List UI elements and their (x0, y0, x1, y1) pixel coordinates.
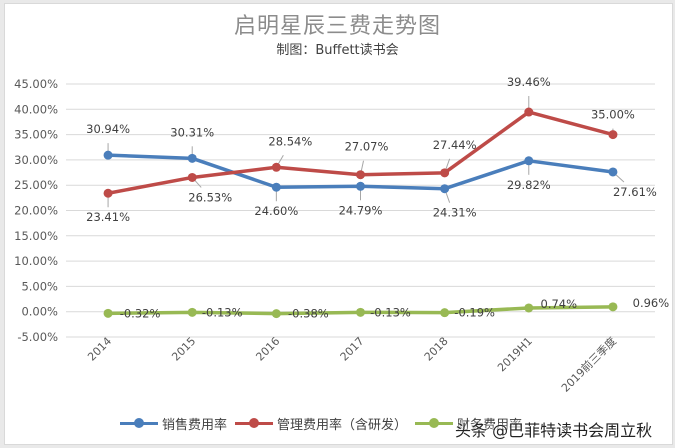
legend-label: 财务费用率 (457, 417, 523, 433)
data-label: 35.00% (591, 108, 635, 122)
data-point (271, 162, 281, 172)
data-label: 30.94% (86, 122, 130, 136)
legend-marker-icon (415, 416, 454, 430)
data-point (524, 303, 534, 313)
data-point (608, 302, 618, 312)
legend-label: 管理费用率（含研发） (277, 417, 408, 433)
data-point (271, 309, 281, 319)
data-point (608, 130, 618, 140)
data-label: -0.38% (288, 307, 329, 321)
x-tick-label: 2016 (253, 335, 282, 364)
data-label: 0.96% (633, 296, 670, 310)
data-label: -0.13% (370, 305, 411, 319)
data-label: 24.31% (433, 206, 477, 220)
data-label: 27.44% (433, 138, 477, 152)
data-point (440, 168, 450, 178)
data-point (440, 184, 450, 194)
x-tick-label: 2019前三季度 (558, 334, 619, 395)
data-point (187, 172, 197, 182)
data-point (103, 150, 113, 160)
data-label: 27.61% (613, 185, 657, 199)
legend-marker-icon (235, 416, 274, 430)
data-point (103, 308, 113, 318)
y-tick-label: 15.00% (14, 229, 58, 243)
chart-frame (4, 3, 673, 445)
data-point (271, 182, 281, 192)
x-tick-label: 2018 (422, 335, 451, 364)
data-point (356, 307, 365, 317)
data-label: 30.31% (170, 125, 214, 139)
chart-legend: 销售费用率 管理费用率（含研发） 财务费用率 (120, 413, 530, 433)
data-point (608, 167, 618, 177)
y-tick-label: 10.00% (14, 254, 58, 268)
x-tick-label: 2019H1 (495, 335, 535, 375)
data-label: 39.46% (507, 75, 551, 89)
y-tick-label: 30.00% (14, 153, 58, 167)
y-tick-label: 40.00% (14, 102, 58, 116)
data-label: 29.82% (507, 178, 551, 192)
data-label: -0.32% (120, 306, 161, 320)
y-tick-label: 35.00% (14, 128, 58, 142)
legend-item-sales: 销售费用率 (120, 414, 227, 433)
data-point (187, 153, 197, 163)
data-label: 28.54% (268, 134, 312, 148)
data-label: 24.60% (254, 204, 298, 218)
data-label: 27.07% (345, 140, 389, 154)
chart-subtitle: 制图：Buffett读书会 (276, 43, 399, 58)
data-label: -0.13% (202, 305, 243, 319)
data-label: 0.74% (541, 297, 578, 311)
legend-item-admin: 管理费用率（含研发） (235, 414, 407, 433)
data-label: -0.19% (454, 306, 495, 320)
data-label: 26.53% (188, 190, 232, 204)
y-tick-label: 20.00% (14, 204, 58, 218)
y-tick-label: 45.00% (14, 77, 58, 91)
watermark: 头条 @巴菲特读书会周立秋 (455, 421, 653, 440)
data-point (103, 188, 113, 198)
y-tick-label: -5.00% (17, 330, 58, 344)
legend-marker-icon (120, 416, 158, 430)
data-point (524, 156, 534, 166)
data-label: 23.41% (86, 210, 130, 224)
legend-item-finance: 财务费用率 (415, 414, 522, 433)
chart-title: 启明星辰三费走势图 (233, 14, 441, 39)
y-tick-label: 0.00% (21, 305, 58, 319)
x-tick-label: 2015 (169, 335, 198, 364)
legend-label: 销售费用率 (162, 417, 228, 433)
data-point (524, 107, 534, 117)
data-point (440, 308, 450, 318)
x-tick-label: 2014 (85, 335, 114, 364)
data-point (356, 170, 365, 180)
data-point (356, 181, 365, 191)
y-tick-label: 5.00% (21, 279, 58, 293)
data-label: 24.79% (339, 203, 383, 217)
data-point (187, 307, 197, 317)
x-tick-label: 2017 (338, 335, 367, 364)
y-tick-label: 25.00% (14, 178, 58, 192)
